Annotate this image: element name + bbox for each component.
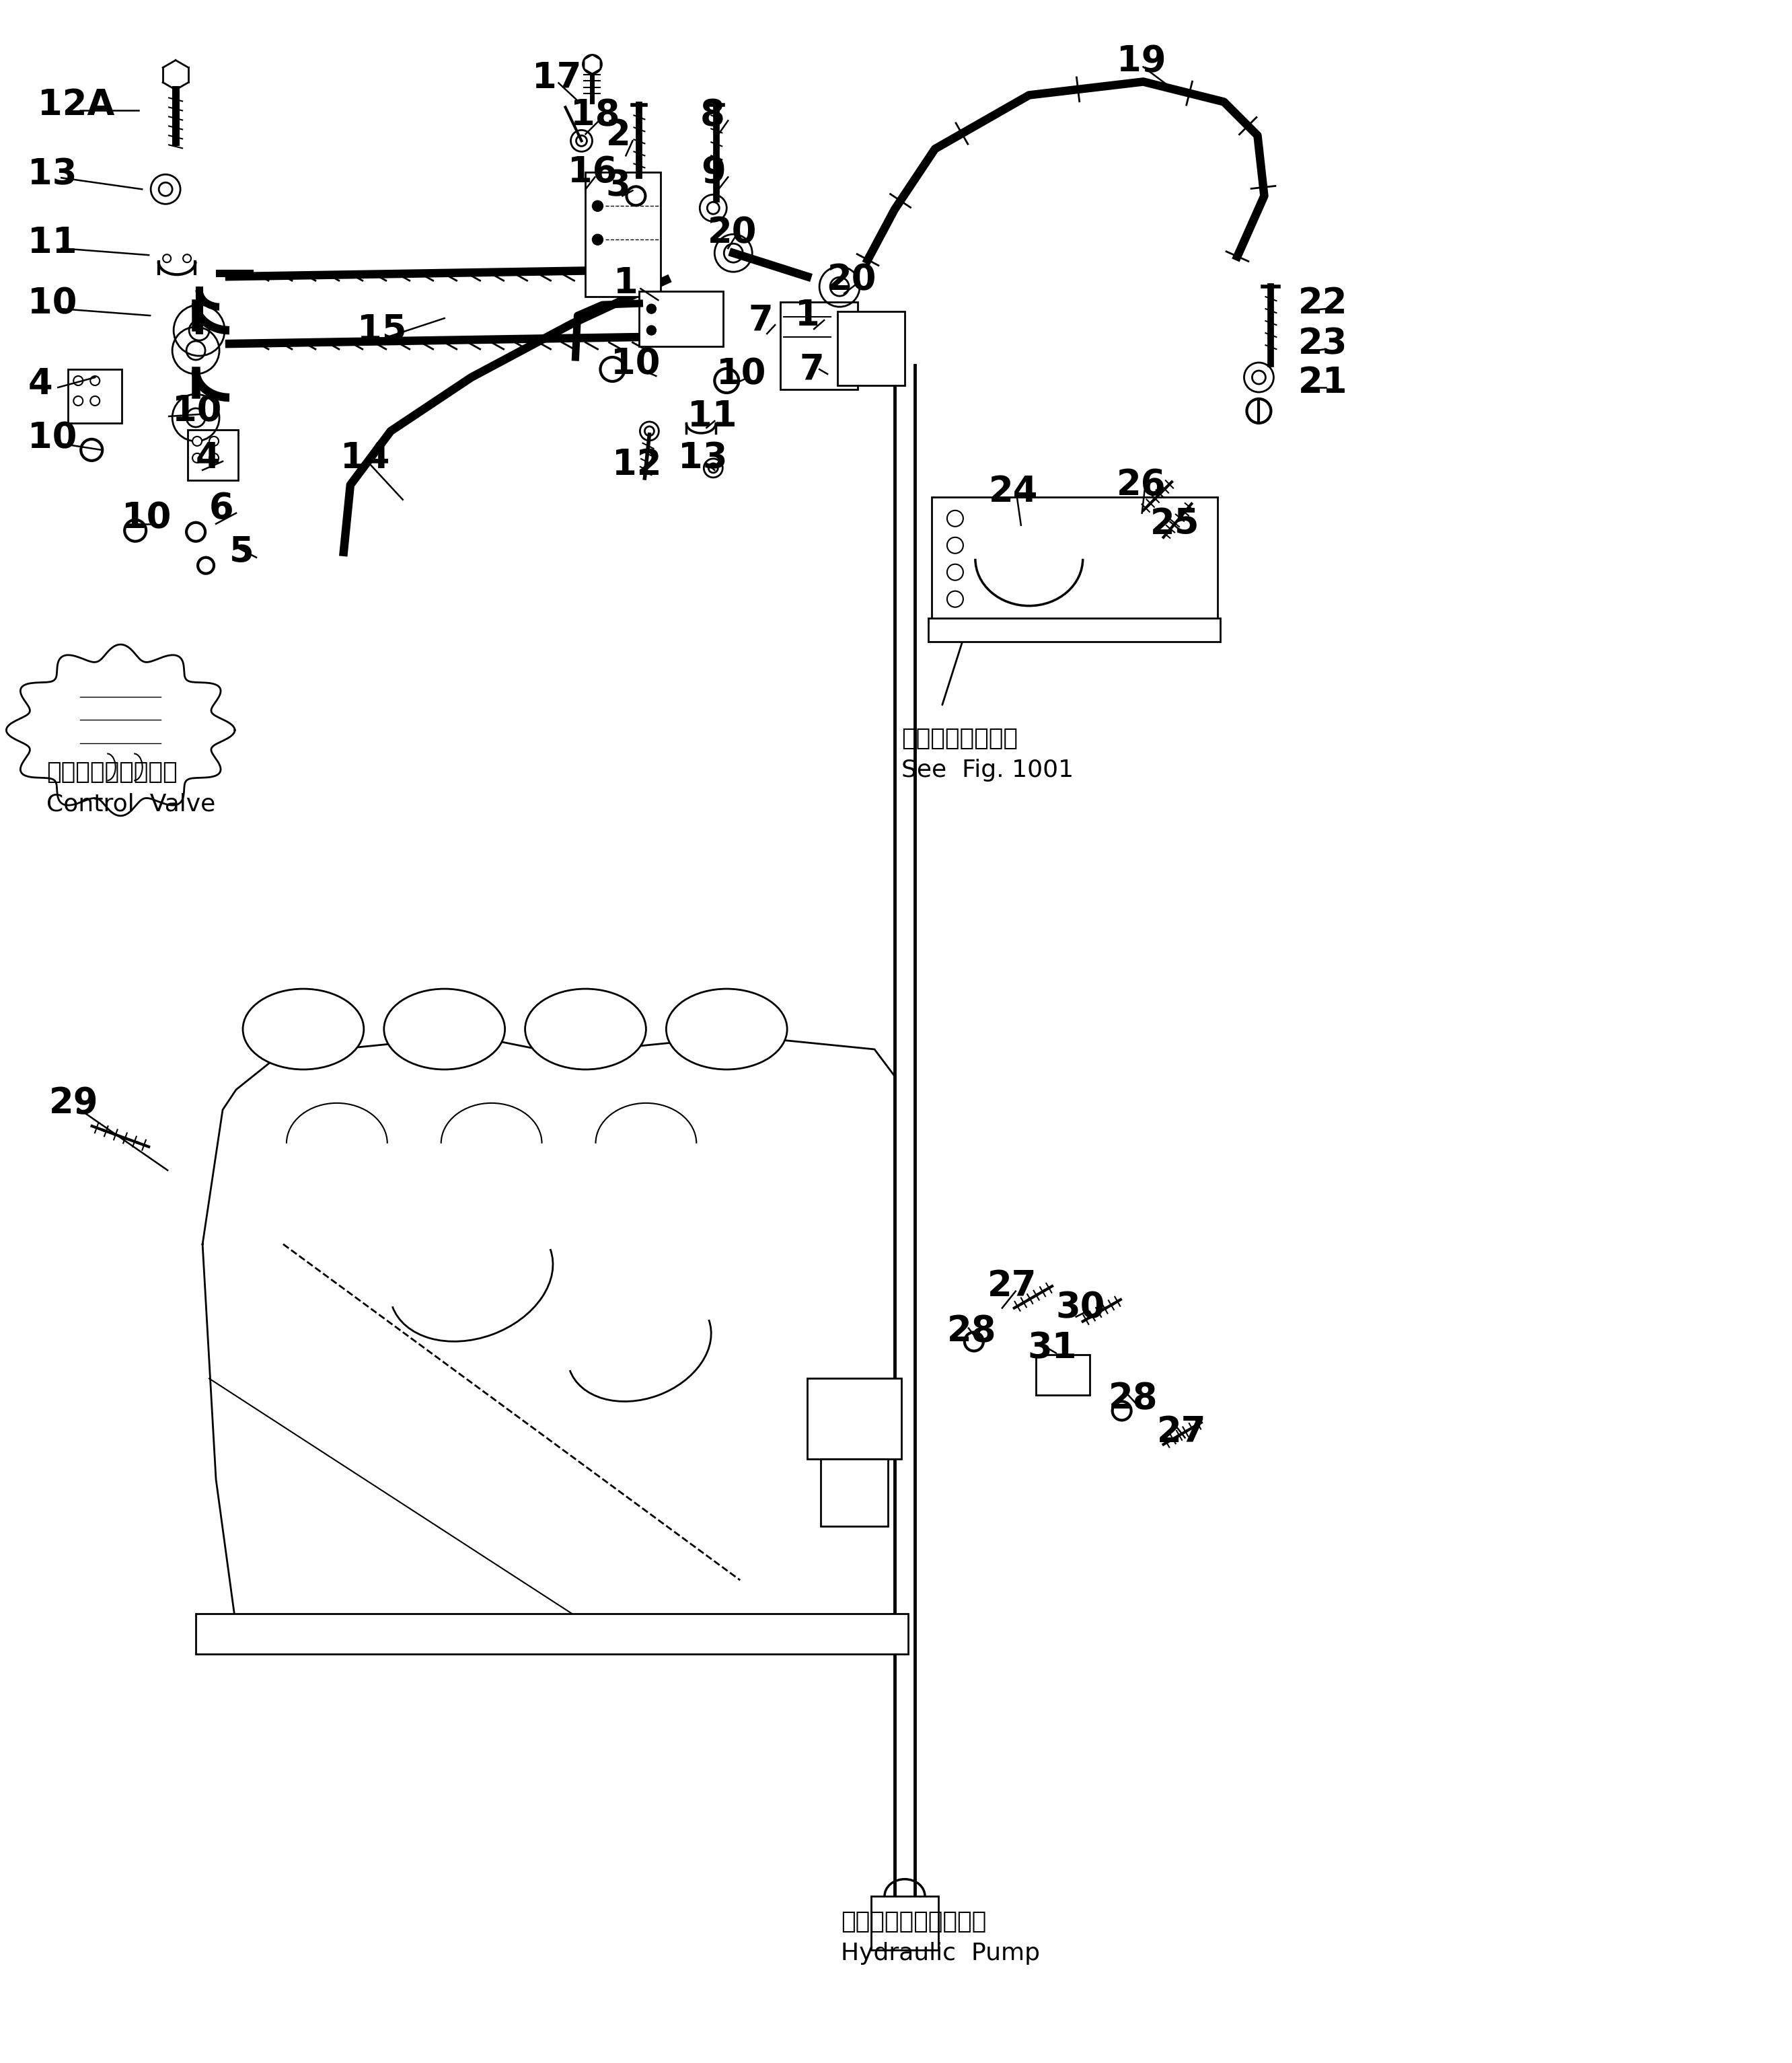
Circle shape (90, 375, 100, 386)
Text: 2: 2 (606, 118, 631, 153)
Circle shape (192, 437, 202, 446)
Text: 8: 8 (701, 97, 724, 132)
Text: 20: 20 (828, 262, 876, 297)
Text: 10: 10 (172, 394, 222, 429)
Text: 27: 27 (1156, 1415, 1206, 1450)
Text: 5: 5 (229, 534, 254, 569)
Circle shape (210, 437, 219, 446)
Text: 17: 17 (532, 62, 581, 95)
Circle shape (647, 303, 656, 314)
Text: 7: 7 (749, 303, 772, 338)
Text: 19: 19 (1116, 43, 1167, 78)
Text: 10: 10 (122, 501, 172, 536)
Text: 22: 22 (1297, 287, 1348, 322)
Text: 21: 21 (1297, 365, 1348, 400)
Text: コントロールバルブ: コントロールバルブ (47, 761, 177, 784)
Text: 11: 11 (29, 225, 77, 260)
Text: 25: 25 (1150, 505, 1199, 541)
Ellipse shape (525, 988, 647, 1069)
Text: 20: 20 (708, 215, 758, 250)
Polygon shape (7, 644, 235, 815)
Circle shape (210, 454, 219, 462)
Text: 15: 15 (357, 314, 407, 349)
Text: 3: 3 (606, 169, 631, 204)
Bar (1036, 1355, 1090, 1395)
Bar (640, 291, 724, 347)
Text: See  Fig. 1001: See Fig. 1001 (901, 759, 1073, 782)
Ellipse shape (244, 988, 364, 1069)
Circle shape (183, 254, 192, 262)
Bar (68, 369, 122, 423)
Text: 24: 24 (989, 474, 1038, 510)
Text: 4: 4 (195, 441, 220, 474)
Text: 10: 10 (29, 287, 77, 322)
Text: 9: 9 (701, 155, 726, 190)
Text: 28: 28 (1107, 1382, 1158, 1415)
Text: 第１００１図参照: 第１００１図参照 (901, 728, 1018, 751)
Circle shape (73, 396, 82, 406)
Bar (837, 312, 905, 386)
Text: 1: 1 (796, 297, 821, 332)
Ellipse shape (383, 988, 505, 1069)
Text: 29: 29 (50, 1085, 99, 1120)
Text: 13: 13 (29, 157, 77, 192)
Text: 31: 31 (1027, 1331, 1077, 1366)
Bar (586, 173, 661, 297)
Bar (821, 1459, 889, 1527)
Bar (928, 619, 1220, 642)
Circle shape (90, 396, 100, 406)
Bar (871, 1896, 939, 1950)
Text: 4: 4 (29, 367, 52, 402)
Text: 12A: 12A (38, 89, 115, 122)
Text: 10: 10 (29, 421, 77, 456)
Circle shape (73, 375, 82, 386)
Text: 11: 11 (688, 398, 737, 433)
Text: 10: 10 (611, 347, 661, 382)
Text: 23: 23 (1297, 326, 1348, 361)
Bar (781, 301, 858, 390)
Text: 7: 7 (799, 353, 824, 386)
Text: 14: 14 (340, 441, 389, 474)
Text: Control  Valve: Control Valve (47, 792, 215, 815)
Text: 16: 16 (568, 155, 616, 190)
Text: 10: 10 (717, 357, 765, 392)
Text: 30: 30 (1055, 1291, 1106, 1327)
Circle shape (593, 200, 604, 210)
Bar (932, 497, 1217, 619)
Bar (188, 429, 238, 481)
Text: 27: 27 (987, 1269, 1038, 1304)
Circle shape (647, 326, 656, 334)
Text: Hydraulic  Pump: Hydraulic Pump (840, 1941, 1039, 1964)
Text: ハイドロリックポンプ: ハイドロリックポンプ (840, 1910, 986, 1933)
Bar (808, 1378, 901, 1459)
Text: 6: 6 (210, 491, 235, 526)
Text: 1: 1 (615, 266, 638, 301)
Circle shape (593, 235, 604, 245)
Text: 13: 13 (679, 441, 728, 474)
Text: 18: 18 (570, 97, 620, 132)
Bar (195, 1613, 909, 1655)
Circle shape (163, 254, 170, 262)
Text: 26: 26 (1116, 468, 1167, 503)
Polygon shape (202, 1036, 894, 1640)
Text: 28: 28 (946, 1314, 996, 1349)
Circle shape (192, 454, 202, 462)
Ellipse shape (667, 988, 787, 1069)
Circle shape (582, 56, 602, 74)
Text: 12: 12 (613, 448, 661, 483)
